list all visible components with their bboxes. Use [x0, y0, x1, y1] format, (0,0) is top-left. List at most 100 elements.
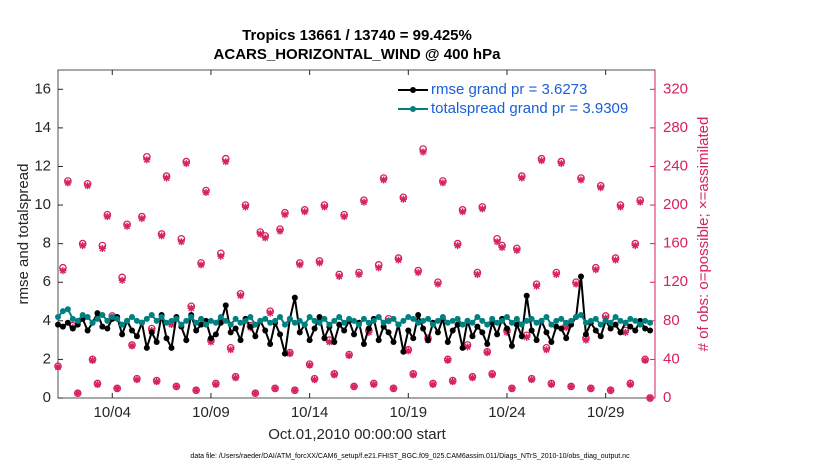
point — [385, 329, 392, 336]
point — [276, 227, 284, 235]
point — [617, 317, 624, 324]
point — [311, 317, 318, 324]
y-tick-label: 2 — [43, 350, 51, 367]
point — [286, 350, 294, 358]
point — [548, 321, 555, 328]
point — [89, 356, 97, 364]
legend-label: totalspread grand pr = 3.9309 — [431, 100, 628, 117]
point — [198, 321, 205, 328]
point — [607, 319, 614, 326]
point — [415, 312, 422, 319]
point — [64, 306, 71, 313]
point — [109, 313, 116, 320]
x-tick-label: 10/09 — [192, 404, 230, 421]
point — [484, 340, 491, 347]
point — [345, 352, 353, 360]
point — [281, 350, 288, 357]
chart-subtitle: ACARS_HORIZONTAL_WIND @ 400 hPa — [214, 46, 502, 63]
point — [533, 282, 541, 290]
point — [242, 317, 249, 324]
point — [311, 325, 318, 332]
point — [444, 339, 451, 346]
point — [316, 319, 323, 326]
point — [597, 321, 604, 328]
point — [647, 327, 654, 334]
point — [143, 344, 150, 351]
point — [454, 315, 461, 322]
point — [573, 313, 580, 320]
series-1 — [55, 306, 654, 328]
point — [365, 325, 372, 332]
point — [178, 321, 185, 328]
point — [478, 205, 486, 213]
point — [163, 335, 170, 342]
point — [325, 338, 333, 346]
point — [113, 384, 121, 392]
point — [375, 313, 382, 320]
point — [277, 313, 284, 320]
point — [232, 325, 239, 332]
point — [380, 319, 387, 326]
point — [577, 312, 584, 319]
point — [256, 230, 264, 238]
point — [400, 317, 407, 324]
point — [553, 323, 560, 330]
point — [503, 313, 510, 320]
point — [410, 315, 417, 322]
series-0 — [55, 273, 654, 357]
chart-title: Tropics 13661 / 13740 = 99.425% — [242, 27, 472, 44]
point — [291, 294, 298, 301]
point — [98, 244, 106, 252]
point — [405, 327, 412, 334]
point — [133, 333, 140, 340]
point — [568, 317, 575, 324]
point — [153, 317, 160, 324]
point — [94, 315, 101, 322]
point — [607, 386, 615, 394]
point — [503, 328, 511, 336]
point — [79, 312, 86, 319]
point — [483, 349, 491, 357]
point — [193, 327, 200, 334]
point — [202, 189, 210, 197]
legend-label: rmse grand pr = 3.6273 — [431, 81, 587, 98]
point — [582, 319, 589, 326]
point — [237, 337, 244, 344]
point — [177, 238, 185, 246]
point — [59, 267, 67, 275]
point — [251, 389, 259, 397]
point — [642, 317, 649, 324]
point — [444, 356, 452, 364]
point — [59, 323, 66, 330]
point — [582, 336, 590, 344]
point — [399, 195, 407, 203]
point — [533, 337, 540, 344]
point — [138, 215, 146, 223]
point — [543, 313, 550, 320]
point — [547, 380, 555, 388]
point — [484, 321, 491, 328]
point — [523, 317, 530, 324]
point — [64, 319, 71, 326]
point — [326, 321, 333, 328]
point — [538, 317, 545, 324]
point — [459, 321, 466, 328]
point — [227, 329, 234, 336]
point — [558, 325, 565, 332]
point — [468, 374, 476, 382]
point — [503, 325, 510, 332]
point — [449, 327, 456, 334]
point — [479, 317, 486, 324]
point — [192, 386, 200, 394]
point — [370, 380, 378, 388]
point — [434, 317, 441, 324]
point — [119, 321, 126, 328]
point — [425, 337, 432, 344]
point — [207, 317, 214, 324]
point — [316, 313, 323, 320]
point — [494, 319, 501, 326]
x-axis-label: Oct.01,2010 00:00:00 start — [268, 426, 446, 443]
y-tick-label: 12 — [34, 157, 51, 174]
point — [281, 321, 288, 328]
point — [360, 340, 367, 347]
